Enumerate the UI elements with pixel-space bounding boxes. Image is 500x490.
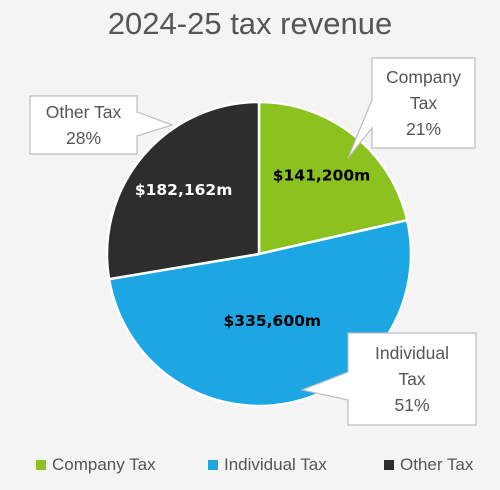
callout-box-company-tax	[347, 57, 476, 159]
legend-swatch-company-tax	[36, 460, 46, 470]
callout-text-company-tax-3: 21%	[406, 119, 441, 139]
legend-swatch-individual-tax	[208, 460, 218, 470]
pie-slice-other-tax	[105, 100, 261, 281]
pie-slice-labels: $141,200m $335,600m $182,162m	[135, 167, 370, 331]
legend-entry-individual-tax: Individual Tax	[208, 455, 327, 474]
callout-box-individual-tax	[299, 332, 477, 426]
callout-box-other-tax	[29, 95, 174, 155]
chart-legend: Company Tax Individual Tax Other Tax	[36, 455, 474, 474]
chart-title: 2024-25 tax revenue	[108, 6, 392, 41]
callout-text-individual-tax-3: 51%	[394, 395, 429, 415]
callout-text-other-tax-1: Other Tax	[46, 102, 122, 122]
slice-value-label-other-tax: $182,162m	[135, 181, 233, 199]
callout-other-tax: Other Tax 28%	[29, 95, 174, 155]
callout-company-tax: Company Tax 21%	[347, 57, 476, 159]
callout-text-individual-tax-2: Tax	[398, 369, 425, 389]
callout-text-other-tax-2: 28%	[66, 128, 101, 148]
legend-entry-company-tax: Company Tax	[36, 455, 156, 474]
slice-value-label-company-tax: $141,200m	[273, 167, 371, 185]
callout-text-company-tax-1: Company	[386, 67, 461, 87]
pie-slice-company-tax	[257, 100, 409, 256]
slice-value-label-individual-tax: $335,600m	[224, 312, 322, 330]
legend-label-company-tax: Company Tax	[52, 455, 156, 474]
callout-individual-tax: Individual Tax 51%	[299, 332, 477, 426]
callout-text-company-tax-2: Tax	[410, 93, 437, 113]
legend-label-other-tax: Other Tax	[400, 455, 474, 474]
pie-callouts: Company Tax 21% Individual Tax 51% Other Tax 28…	[29, 57, 477, 426]
legend-entry-other-tax: Other Tax	[384, 455, 474, 474]
legend-swatch-other-tax	[384, 460, 394, 470]
callout-text-individual-tax-1: Individual	[375, 343, 449, 363]
legend-label-individual-tax: Individual Tax	[224, 455, 327, 474]
pie-slices	[105, 100, 413, 408]
